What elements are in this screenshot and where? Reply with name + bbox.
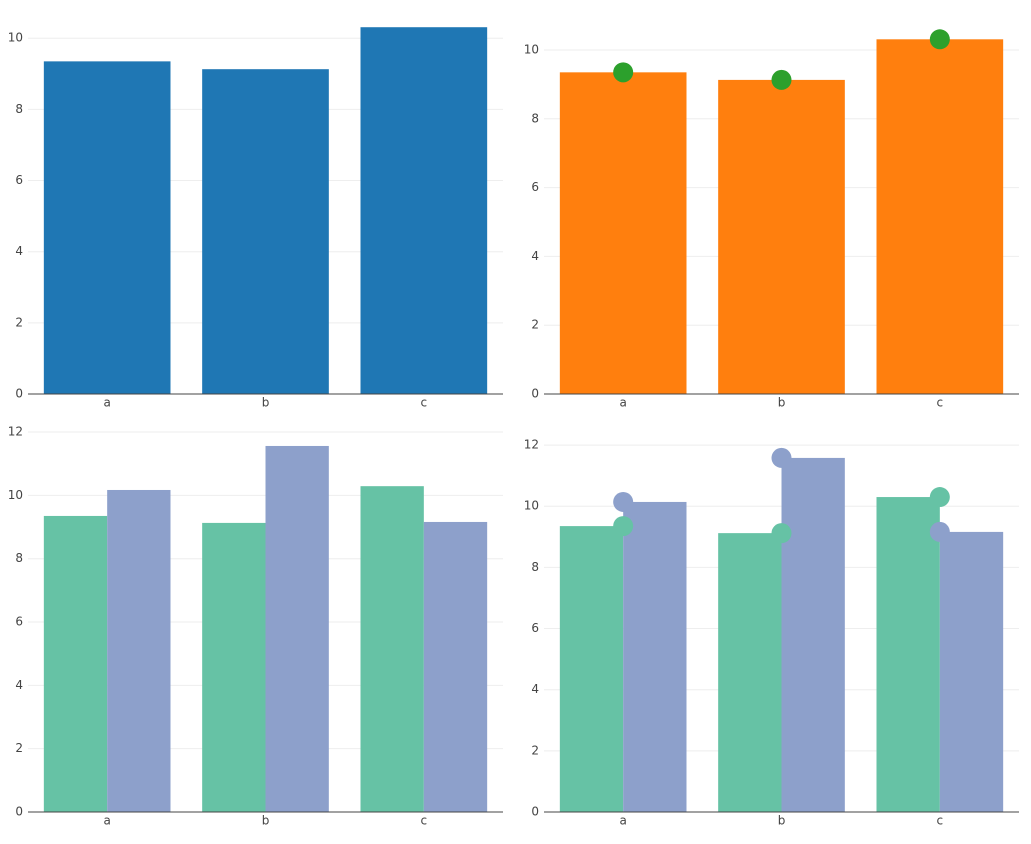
y-tick-label: 8 [15,551,23,565]
y-tick-label: 8 [15,102,23,116]
bar [43,61,171,395]
bar [623,501,687,812]
y-tick-label: 2 [531,743,539,757]
marker [929,29,950,50]
bar [360,486,424,812]
bar [265,445,329,812]
x-tick-label: b [262,814,270,828]
marker [929,487,950,508]
x-tick-label: c [937,814,944,828]
y-tick-label: 0 [531,387,539,401]
y-tick-label: 6 [15,173,23,187]
marker [771,523,792,544]
y-tick-label: 8 [531,111,539,125]
y-tick-label: 0 [15,387,23,401]
marker [771,69,792,90]
marker [613,491,634,512]
marker [929,521,950,542]
x-tick-label: b [778,814,786,828]
bar [781,457,845,812]
y-tick-label: 6 [531,180,539,194]
y-tick-label: 10 [8,488,23,502]
x-tick-label: c [421,814,428,828]
y-tick-label: 10 [524,499,539,513]
y-tick-label: 4 [15,678,23,692]
subplot: 0 2 4 6 8 10 12 a b c [8,425,503,828]
bar [559,526,624,812]
x-tick-label: a [619,814,626,828]
subplot: 0 2 4 6 8 10 a b c [524,29,1019,410]
bar [360,27,488,394]
marker [613,516,634,537]
x-tick-label: a [103,396,110,410]
y-tick-label: 4 [531,682,539,696]
x-tick-label: b [778,396,786,410]
subplot: 0 2 4 6 8 10 12 a b c [524,438,1019,828]
bar [423,521,488,812]
bar [939,531,1004,812]
y-tick-label: 8 [531,560,539,574]
y-tick-label: 12 [8,425,23,439]
y-tick-label: 4 [531,249,539,263]
y-tick-label: 0 [531,805,539,819]
subplot: 0 2 4 6 8 10 a b c [8,27,503,410]
bar [876,39,1004,395]
bar [43,515,108,812]
x-tick-label: a [103,814,110,828]
y-tick-label: 2 [15,741,23,755]
x-tick-label: c [937,396,944,410]
y-tick-label: 6 [531,621,539,635]
y-tick-label: 2 [531,318,539,332]
bar [202,522,266,812]
bar [202,69,329,394]
y-tick-label: 12 [524,438,539,452]
marker [771,447,792,468]
x-tick-label: b [262,396,270,410]
marker [613,62,634,83]
y-tick-label: 10 [8,31,23,45]
y-tick-label: 4 [15,244,23,258]
bar [718,79,845,394]
bar [559,72,687,394]
y-tick-label: 2 [15,315,23,329]
bar [107,489,171,812]
bar [876,497,940,812]
bar [718,533,782,812]
y-tick-label: 0 [15,805,23,819]
x-tick-label: c [421,396,428,410]
y-tick-label: 6 [15,615,23,629]
x-tick-label: a [619,396,626,410]
y-tick-label: 10 [524,42,539,56]
